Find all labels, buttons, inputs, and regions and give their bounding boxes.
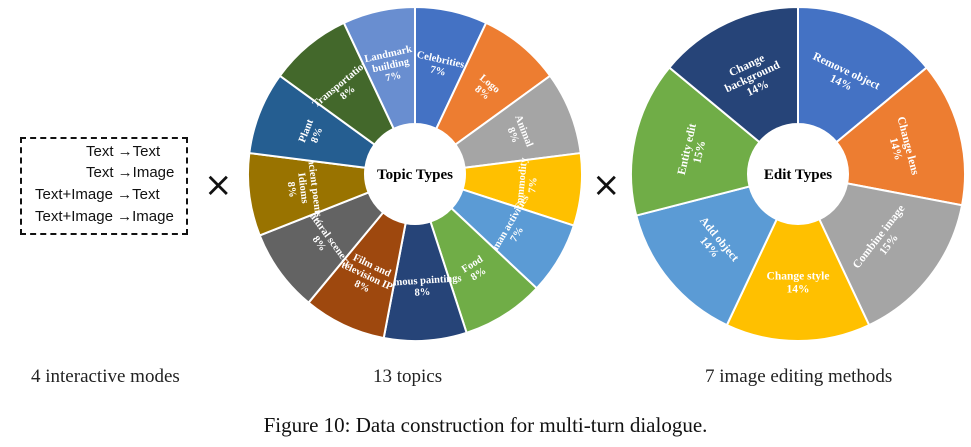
times-symbol-1: × bbox=[204, 165, 233, 205]
edit-types-pie: Remove object14%Change lens14%Combine im… bbox=[630, 5, 966, 342]
mode-text-to-text: Text →Text bbox=[86, 143, 161, 160]
topic-types-pie: Celebrities7%Logo8%Animal8%Commodity7%Hu… bbox=[247, 5, 583, 342]
times-symbol-2: × bbox=[592, 165, 621, 205]
figure-caption: Figure 10: Data construction for multi-t… bbox=[263, 413, 708, 437]
edit-center bbox=[748, 124, 848, 224]
mode-text-to-image: Text →Image bbox=[86, 164, 175, 181]
edit-label-change-style: Change style 14% bbox=[767, 271, 830, 296]
mode-textimage-to-text: Text+Image →Text bbox=[35, 186, 160, 203]
interactive-modes-box bbox=[20, 137, 188, 235]
topic-center bbox=[365, 124, 465, 224]
topic-label-famous-paintings: Famous paintings8% bbox=[382, 273, 463, 301]
mode-textimage-to-image: Text+Image →Image bbox=[35, 208, 174, 225]
topics-caption: 13 topics bbox=[373, 366, 443, 387]
edit-center-label: Edit Types bbox=[764, 167, 832, 183]
topic-center-label: Topic Types bbox=[377, 167, 453, 183]
topic-label-commodity: Commodity7% bbox=[514, 156, 542, 212]
edits-caption: 7 image editing methods bbox=[705, 366, 893, 387]
modes-caption: 4 interactive modes bbox=[31, 366, 180, 387]
